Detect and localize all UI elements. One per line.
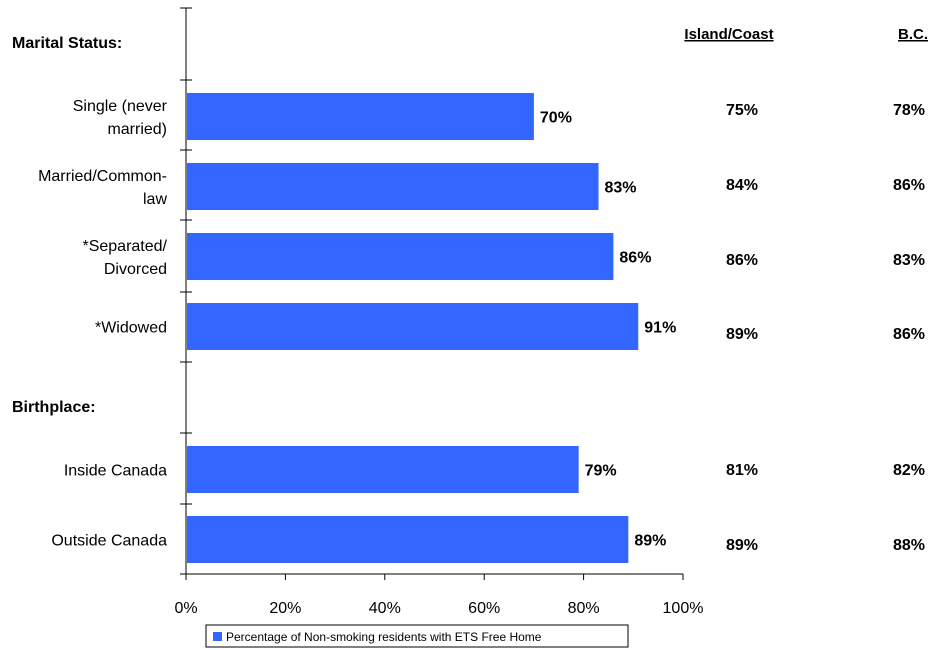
x-tick-label: 0% [174, 600, 197, 617]
section-title: Marital Status: [12, 35, 122, 52]
x-tick-label: 40% [369, 600, 401, 617]
bar-value-label: 79% [585, 463, 617, 480]
island-coast-value: 75% [726, 102, 758, 119]
x-tick-label: 60% [468, 600, 500, 617]
island-coast-value: 89% [726, 326, 758, 343]
bc-value: 86% [893, 326, 925, 343]
bar [187, 93, 534, 140]
category-label: Married/Common- [38, 168, 167, 185]
category-label: Single (never [73, 98, 168, 115]
category-label: married) [107, 121, 167, 138]
bar-value-label: 91% [644, 320, 676, 337]
bc-value: 88% [893, 537, 925, 554]
island-coast-value: 86% [726, 252, 758, 269]
section-title: Birthplace: [12, 399, 96, 416]
bc-value: 78% [893, 102, 925, 119]
bar [187, 163, 599, 210]
bar [187, 233, 614, 280]
category-label: *Separated/ [82, 238, 167, 255]
x-tick-label: 100% [663, 600, 704, 617]
legend-swatch [213, 632, 222, 641]
bc-value: 83% [893, 252, 925, 269]
island-coast-value: 84% [726, 177, 758, 194]
category-label: Outside Canada [51, 533, 167, 550]
bar [187, 303, 639, 350]
x-tick-label: 20% [269, 600, 301, 617]
island-coast-value: 89% [726, 537, 758, 554]
column-header-island-coast: Island/Coast [684, 26, 773, 43]
legend-label: Percentage of Non-smoking residents with… [226, 630, 542, 644]
bar-value-label: 89% [634, 533, 666, 550]
category-label: law [143, 191, 167, 208]
category-label: Divorced [104, 261, 167, 278]
category-label: *Widowed [95, 320, 167, 337]
bar [187, 516, 629, 563]
bar-value-label: 86% [619, 250, 651, 267]
bar-value-label: 83% [605, 180, 637, 197]
x-tick-label: 80% [568, 600, 600, 617]
category-label: Inside Canada [64, 463, 167, 480]
bc-value: 82% [893, 462, 925, 479]
column-header-bc: B.C. [898, 26, 928, 43]
bar [187, 446, 579, 493]
legend-box [205, 624, 629, 648]
bc-value: 86% [893, 177, 925, 194]
island-coast-value: 81% [726, 462, 758, 479]
bar-value-label: 70% [540, 110, 572, 127]
